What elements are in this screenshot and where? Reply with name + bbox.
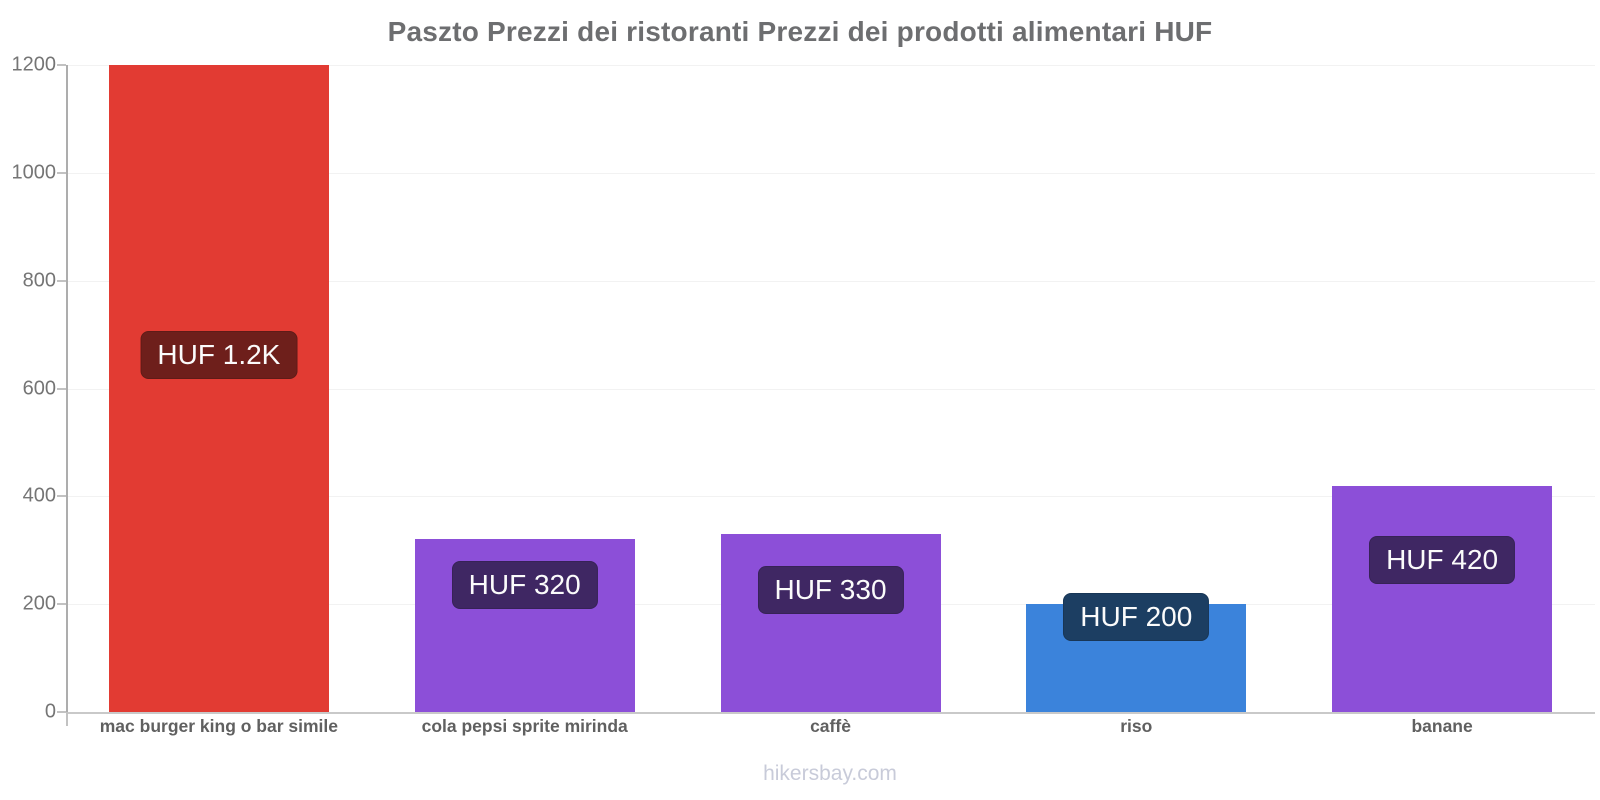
bar-caffè — [720, 534, 941, 712]
gridline-600 — [66, 388, 1595, 390]
bar-banane — [1332, 485, 1553, 712]
value-badge-0: HUF 1.2K — [140, 331, 298, 379]
y-axis-label-1000: 1000 — [11, 161, 57, 184]
y-axis-label-400: 400 — [22, 484, 56, 507]
x-axis-baseline — [66, 712, 1595, 714]
y-axis-tick-600 — [57, 387, 66, 390]
x-axis-category-label-0: mac burger king o bar simile — [99, 716, 339, 736]
value-badge-4: HUF 420 — [1369, 536, 1516, 584]
y-axis-line — [66, 65, 68, 714]
x-axis-category-label-2: caffè — [810, 716, 851, 736]
x-axis-category-label-1: cola pepsi sprite mirinda — [421, 716, 628, 736]
y-axis-tick-0 — [57, 711, 66, 713]
bar-mac-burger-king-o-bar-simile — [108, 65, 329, 712]
value-badge-3: HUF 200 — [1063, 593, 1210, 641]
y-axis-label-600: 600 — [22, 377, 56, 399]
y-axis-label-1200: 1200 — [11, 53, 57, 76]
y-axis-tick-1000 — [57, 171, 66, 174]
gridline-800 — [66, 280, 1595, 282]
x-axis-category-label-3: riso — [1120, 716, 1153, 736]
y-axis-label-0: 0 — [44, 700, 56, 723]
y-axis-label-200: 200 — [22, 592, 56, 615]
y-axis-label-800: 800 — [22, 269, 56, 292]
value-badge-1: HUF 320 — [451, 561, 598, 609]
y-axis-tick-200 — [57, 603, 66, 606]
value-badge-2: HUF 330 — [757, 566, 904, 614]
gridline-1000 — [66, 172, 1595, 174]
gridline-1200 — [66, 65, 1595, 66]
x-axis-origin-tick — [66, 712, 68, 726]
y-axis-tick-1200 — [57, 64, 66, 66]
y-axis-tick-800 — [57, 279, 66, 282]
x-axis-category-label-4: banane — [1411, 716, 1473, 736]
chart-title: Paszto Prezzi dei ristoranti Prezzi dei … — [387, 16, 1213, 47]
watermark-link[interactable]: hikersbay.com — [763, 762, 897, 785]
gridline-400 — [66, 496, 1595, 498]
y-axis-tick-400 — [57, 495, 66, 498]
